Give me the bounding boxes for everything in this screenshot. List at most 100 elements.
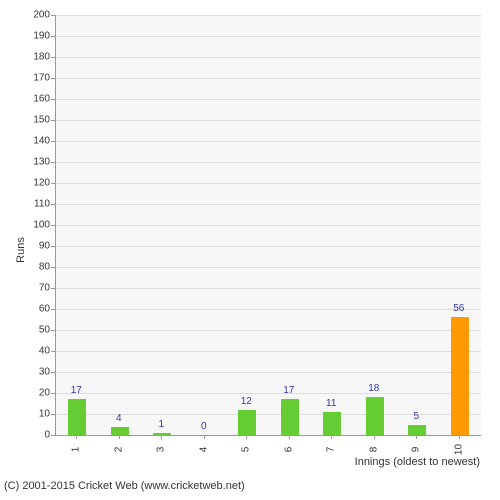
bar	[68, 399, 86, 435]
y-tick-mark	[51, 267, 55, 268]
gridline	[56, 78, 481, 79]
gridline	[56, 393, 481, 394]
y-tick-mark	[51, 78, 55, 79]
y-tick-mark	[51, 99, 55, 100]
plot-area	[55, 15, 481, 436]
x-tick-mark	[331, 435, 332, 439]
bar-value-label: 4	[116, 413, 122, 424]
y-tick-mark	[51, 393, 55, 394]
y-tick-mark	[51, 246, 55, 247]
y-tick-label: 120	[10, 178, 50, 189]
y-tick-label: 140	[10, 136, 50, 147]
bar	[111, 427, 129, 435]
y-tick-mark	[51, 36, 55, 37]
copyright-text: (C) 2001-2015 Cricket Web (www.cricketwe…	[4, 480, 245, 492]
y-tick-label: 10	[10, 409, 50, 420]
y-tick-label: 160	[10, 94, 50, 105]
bar-value-label: 18	[368, 383, 379, 394]
x-tick-label: 1	[71, 440, 82, 460]
y-tick-label: 200	[10, 10, 50, 21]
y-tick-label: 180	[10, 52, 50, 63]
chart-container: Runs Innings (oldest to newest) (C) 2001…	[0, 0, 500, 500]
y-tick-mark	[51, 435, 55, 436]
x-tick-mark	[161, 435, 162, 439]
y-tick-label: 110	[10, 199, 50, 210]
y-tick-label: 30	[10, 367, 50, 378]
gridline	[56, 57, 481, 58]
y-tick-mark	[51, 57, 55, 58]
x-tick-label: 10	[453, 440, 464, 460]
bar	[281, 399, 299, 435]
y-tick-mark	[51, 414, 55, 415]
x-tick-mark	[289, 435, 290, 439]
gridline	[56, 351, 481, 352]
bar-value-label: 1	[158, 419, 164, 430]
x-tick-mark	[416, 435, 417, 439]
x-tick-mark	[374, 435, 375, 439]
bar	[366, 397, 384, 435]
x-tick-mark	[246, 435, 247, 439]
y-tick-mark	[51, 225, 55, 226]
y-tick-label: 80	[10, 262, 50, 273]
bar-value-label: 56	[453, 303, 464, 314]
gridline	[56, 288, 481, 289]
y-tick-mark	[51, 120, 55, 121]
y-tick-label: 90	[10, 241, 50, 252]
gridline	[56, 330, 481, 331]
x-tick-mark	[76, 435, 77, 439]
y-tick-mark	[51, 15, 55, 16]
y-tick-mark	[51, 204, 55, 205]
bar	[451, 317, 469, 435]
gridline	[56, 309, 481, 310]
y-tick-mark	[51, 141, 55, 142]
gridline	[56, 36, 481, 37]
x-tick-label: 9	[411, 440, 422, 460]
x-tick-label: 5	[241, 440, 252, 460]
y-tick-mark	[51, 162, 55, 163]
y-tick-mark	[51, 309, 55, 310]
x-tick-mark	[204, 435, 205, 439]
bar-value-label: 12	[241, 396, 252, 407]
y-tick-label: 60	[10, 304, 50, 315]
y-tick-mark	[51, 330, 55, 331]
gridline	[56, 183, 481, 184]
y-tick-label: 170	[10, 73, 50, 84]
gridline	[56, 204, 481, 205]
x-tick-label: 7	[326, 440, 337, 460]
gridline	[56, 246, 481, 247]
y-tick-mark	[51, 288, 55, 289]
y-tick-label: 0	[10, 430, 50, 441]
y-tick-label: 190	[10, 31, 50, 42]
y-tick-mark	[51, 183, 55, 184]
bar	[323, 412, 341, 435]
gridline	[56, 141, 481, 142]
gridline	[56, 120, 481, 121]
gridline	[56, 15, 481, 16]
y-tick-label: 20	[10, 388, 50, 399]
y-tick-label: 150	[10, 115, 50, 126]
bar-value-label: 5	[413, 411, 419, 422]
gridline	[56, 225, 481, 226]
bar-value-label: 17	[283, 385, 294, 396]
x-tick-mark	[459, 435, 460, 439]
y-tick-mark	[51, 351, 55, 352]
y-tick-label: 130	[10, 157, 50, 168]
gridline	[56, 99, 481, 100]
bar-value-label: 0	[201, 421, 207, 432]
bar	[238, 410, 256, 435]
bar-value-label: 11	[326, 398, 336, 409]
x-tick-mark	[119, 435, 120, 439]
x-tick-label: 6	[283, 440, 294, 460]
y-tick-label: 70	[10, 283, 50, 294]
x-tick-label: 3	[156, 440, 167, 460]
gridline	[56, 267, 481, 268]
x-tick-label: 4	[198, 440, 209, 460]
gridline	[56, 372, 481, 373]
x-tick-label: 2	[113, 440, 124, 460]
y-tick-label: 100	[10, 220, 50, 231]
y-tick-label: 40	[10, 346, 50, 357]
bar	[153, 433, 171, 435]
gridline	[56, 162, 481, 163]
y-tick-label: 50	[10, 325, 50, 336]
y-tick-mark	[51, 372, 55, 373]
